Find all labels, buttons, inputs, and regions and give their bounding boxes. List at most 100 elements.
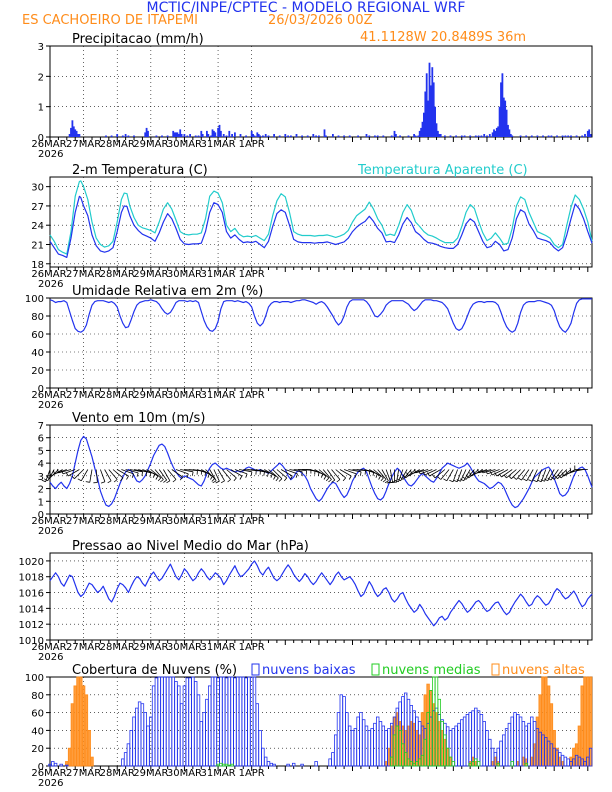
wind-barb-flag — [540, 479, 545, 482]
x-tick-label: 28MAR — [100, 390, 135, 401]
x-tick-label: 27MAR — [66, 269, 101, 280]
cloud-bar-low — [199, 721, 203, 767]
wind-barb — [521, 469, 530, 481]
wind-barb-flag — [544, 478, 548, 482]
precip-bar — [570, 135, 572, 137]
precip-bar — [176, 132, 179, 137]
precip-bar — [68, 134, 71, 137]
precip-bar — [239, 134, 242, 137]
wind-barb — [452, 469, 458, 482]
wind-barb — [331, 469, 341, 480]
x-tick-label: 28MAR — [100, 269, 135, 280]
y-tick-label: 0 — [38, 384, 44, 395]
cloud-bar-low — [331, 752, 335, 767]
precip-bar — [368, 135, 371, 137]
cloud-bar-low — [375, 716, 380, 767]
precip-bar — [550, 135, 553, 137]
wind-barb — [496, 469, 509, 477]
wind-barb — [154, 469, 164, 480]
cloud-bar-low — [451, 728, 455, 767]
cloud-bar-low — [171, 676, 175, 767]
precip-bar — [581, 135, 584, 137]
wind-barb-flag — [392, 481, 397, 483]
precip-bar — [273, 134, 275, 137]
precip-bar — [222, 134, 225, 137]
precip-bar — [144, 132, 147, 137]
x-tick-label: 27MAR — [66, 139, 101, 150]
panel-title: Precipitacao (mm/h) — [72, 32, 204, 47]
x-tick-label: 31MAR — [200, 269, 235, 280]
panel-title: 2-m Temperatura (C) — [72, 163, 208, 178]
wind-barb-flag — [100, 481, 106, 484]
wind-barb — [377, 469, 387, 480]
cloud-bar-low — [339, 694, 343, 767]
wind-barb-flag — [460, 478, 464, 482]
wind-barb — [526, 469, 534, 481]
cloud-bar-low — [328, 758, 332, 767]
cloud-bar-high — [87, 730, 91, 767]
wind-barb — [478, 469, 492, 474]
humidity-line — [49, 298, 592, 333]
cloud-bar-low — [474, 707, 478, 767]
precip-bar — [325, 135, 327, 137]
precip-bar — [418, 130, 421, 137]
cloud-bar-low — [479, 714, 484, 767]
wind-barb — [272, 469, 283, 479]
cloud-bar-low — [314, 761, 318, 767]
precip-bar — [74, 129, 77, 137]
wind-barb-flag — [394, 479, 399, 483]
wind-barb-flag — [113, 479, 118, 483]
precip-bar — [507, 124, 509, 137]
x-tick-label: 26MAR — [31, 768, 66, 779]
precip-bar — [301, 135, 303, 137]
wind-barb — [268, 469, 279, 479]
wind-barb-flag — [382, 479, 387, 483]
wind-barb — [100, 469, 106, 482]
y-tick-label: 1018 — [19, 573, 44, 584]
legend-label-high: nuvens altas — [502, 663, 585, 678]
cloud-bar-low — [185, 677, 189, 767]
wind-barb-flag — [432, 474, 436, 479]
cloud-bar-low — [566, 758, 570, 767]
cloud-bar-low — [224, 677, 229, 767]
wind-barb — [339, 469, 352, 477]
cloud-bar-low — [179, 703, 184, 767]
x-tick-label: 30MAR — [167, 516, 202, 527]
wind-barb — [482, 469, 496, 474]
wind-barb — [440, 469, 450, 480]
wind-barb — [411, 469, 425, 475]
precip-bar — [284, 134, 287, 137]
wind-barb — [104, 469, 112, 481]
wind-barb — [531, 469, 538, 482]
station-name: ES CACHOEIRO DE ITAPEMI — [22, 13, 198, 28]
cloud-bar-mid — [451, 761, 455, 767]
cloud-bar-low — [367, 730, 371, 767]
wind-barb — [318, 469, 330, 479]
wind-barb-flag — [233, 477, 237, 482]
precip-bar — [147, 130, 149, 137]
x-tick-label: 26MAR — [31, 269, 66, 280]
precip-bar — [376, 135, 379, 137]
y-tick-label: 100 — [25, 294, 44, 305]
wind-barb — [468, 469, 479, 479]
legend-swatch-high — [491, 663, 500, 676]
x-year-label: 2026 — [38, 279, 63, 290]
wind-barb-flag — [465, 474, 469, 479]
precip-bar — [231, 134, 233, 137]
y-tick-label: 1014 — [19, 604, 44, 615]
cloud-bar-low — [221, 676, 226, 767]
precip-bar — [180, 134, 183, 137]
precip-bar — [434, 106, 436, 137]
temperature-line — [49, 195, 593, 258]
wind-barb — [446, 469, 454, 481]
precip-bar — [382, 135, 385, 137]
run-datetime: 26/03/2026 00Z — [268, 13, 373, 28]
wind-barb-flag — [528, 479, 533, 482]
wind-barb-flag — [569, 467, 572, 472]
y-tick-label: 27 — [31, 202, 44, 213]
wind-barb — [221, 469, 231, 480]
wind-barb-flag — [375, 473, 378, 478]
precip-bar — [290, 135, 292, 137]
x-tick-label: 1APR — [239, 768, 265, 779]
